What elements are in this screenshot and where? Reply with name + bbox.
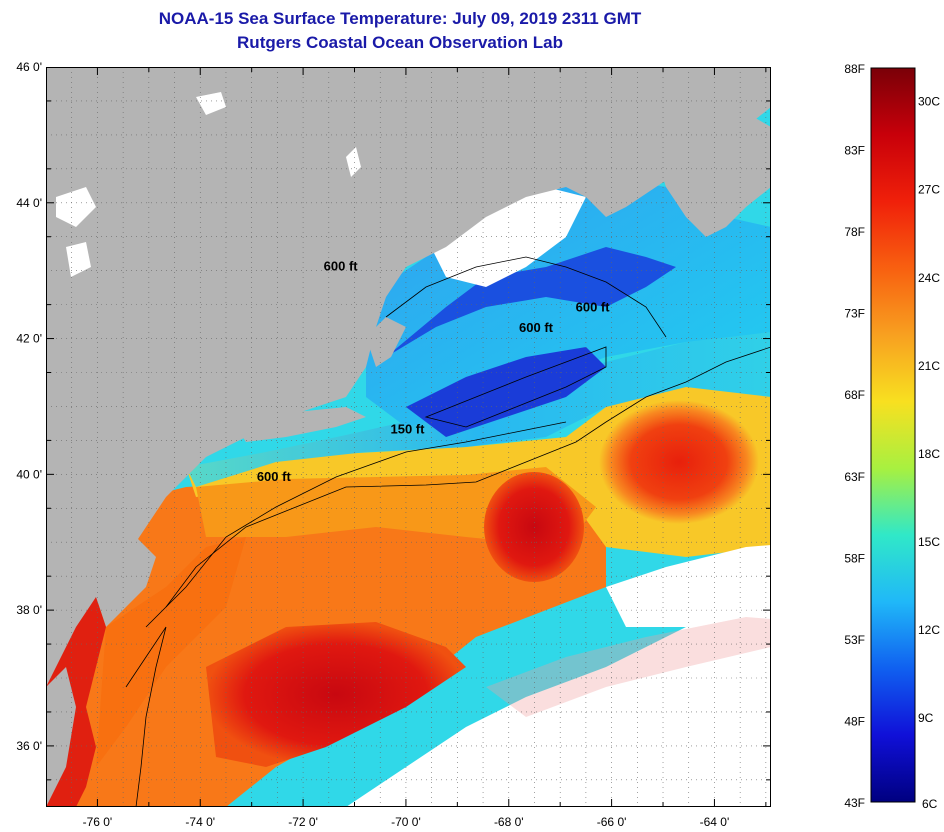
colorbar-celsius-label: 15C [918, 535, 940, 549]
lon-tick-label: -64 0' [700, 815, 730, 829]
delmarva [96, 537, 156, 627]
colorbar-fahrenheit-label: 88F [844, 62, 865, 76]
bathymetry-contours [125, 256, 772, 808]
lat-tick-label: 46 0' [16, 60, 42, 74]
cold-core-bank [406, 347, 606, 437]
inland-cloud-4 [346, 147, 361, 177]
lat-tick-label: 36 0' [16, 739, 42, 753]
lon-tick-label: -72 0' [288, 815, 318, 829]
map-border [46, 67, 771, 807]
colorbar-fahrenheit-label: 78F [844, 225, 865, 239]
lon-tick-label: -76 0' [83, 815, 113, 829]
long-island [236, 407, 366, 442]
colorbar-celsius-label: 18C [918, 447, 940, 461]
coastal-orange [96, 537, 246, 767]
colorbar-celsius-label: 24C [918, 271, 940, 285]
lon-tick-label: -74 0' [185, 815, 215, 829]
land-southwest [46, 667, 76, 807]
colorbar-celsius-label: 21C [918, 359, 940, 373]
colorbar: 88F 83F 78F 73F 68F 63F 58F 53F 48F 43F 30C 27C 24C… [830, 60, 944, 825]
colorbar-fahrenheit-label: 73F [844, 307, 865, 321]
contour-150ft [145, 421, 567, 628]
colorbar-fahrenheit-label: 53F [844, 633, 865, 647]
contour-depth-label: 150 ft [391, 422, 426, 437]
colorbar-celsius-label: 30C [918, 95, 940, 109]
warm-eddy-east [599, 400, 759, 524]
map-title: NOAA-15 Sea Surface Temperature: July 09… [158, 9, 642, 28]
colorbar-celsius-label: 6C [922, 797, 938, 811]
inland-cloud-1 [196, 92, 226, 115]
colorbar-fahrenheit-label: 48F [844, 714, 865, 728]
land-nova-scotia [646, 97, 771, 237]
colorbar-gradient [870, 67, 916, 803]
contour-depth-label: 600 ft [324, 259, 359, 274]
colorbar-celsius-label: 12C [918, 623, 940, 637]
contour-depth-label: 600 ft [576, 299, 611, 314]
colorbar-fahrenheit-label: 58F [844, 551, 865, 565]
cold-water-region [386, 247, 676, 357]
colorbar-celsius-label: 9C [918, 711, 934, 725]
colorbar-fahrenheit-label: 68F [844, 388, 865, 402]
colorbar-fahrenheit-label: 43F [844, 796, 865, 810]
colorbar-fahrenheit-label: 83F [844, 144, 865, 158]
contour-depth-label: 600 ft [257, 469, 292, 484]
cloud-southeast [606, 545, 771, 627]
lat-tick-label: 38 0' [16, 603, 42, 617]
land-north [46, 67, 771, 687]
contour-depth-label: 600 ft [519, 320, 554, 335]
lon-tick-label: -70 0' [391, 815, 421, 829]
warm-eddy-center [484, 472, 584, 582]
lat-tick-label: 44 0' [16, 196, 42, 210]
colorbar-celsius-label: 27C [918, 183, 940, 197]
inland-cloud-3 [66, 242, 91, 277]
sst-map: 600 ft 600 ft 600 ft 150 ft 600 ft [45, 66, 772, 812]
cloud-south [346, 607, 771, 807]
cloud-band-streak [486, 617, 771, 717]
contour-gulf-of-maine [385, 256, 667, 338]
cape-cod [366, 317, 406, 367]
lat-tick-label: 40 0' [16, 467, 42, 481]
contour-georges-bank [424, 346, 607, 428]
inland-cloud-2 [56, 187, 96, 227]
contour-coastal-south [125, 626, 167, 808]
lon-tick-label: -68 0' [494, 815, 524, 829]
graticule [45, 66, 771, 807]
map-subtitle: Rutgers Coastal Ocean Observation Lab [237, 33, 563, 52]
lat-tick-label: 42 0' [16, 332, 42, 346]
colorbar-fahrenheit-label: 63F [844, 470, 865, 484]
warm-core-south [206, 622, 466, 767]
contour-600ft-shelf-edge [165, 346, 772, 608]
lon-tick-label: -66 0' [597, 815, 627, 829]
